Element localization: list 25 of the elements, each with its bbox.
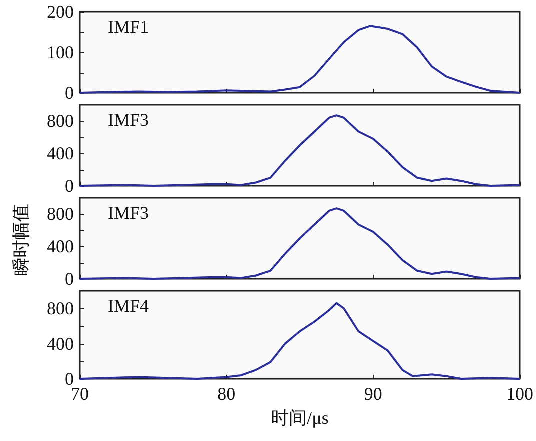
y-tick-label: 0 (65, 369, 74, 389)
y-tick-label: 0 (65, 269, 74, 289)
y-tick-label: 400 (47, 334, 74, 354)
line-series (79, 208, 521, 280)
annotation: IMF3 (108, 110, 150, 130)
line-series (79, 302, 521, 380)
annotation: IMF4 (108, 296, 150, 316)
x-tick-label: 100 (506, 384, 534, 404)
annotation: IMF3 (108, 203, 150, 223)
x-tick-label: 90 (364, 384, 382, 404)
y-tick-label: 0 (65, 176, 74, 196)
y-axis-title: 瞬时幅值 (10, 204, 32, 276)
y-tick-label: 800 (47, 204, 74, 224)
line-series (79, 114, 521, 187)
x-axis-title: 时间/μs (271, 408, 329, 428)
y-tick-label: 0 (65, 83, 74, 103)
y-tick-label: 100 (47, 42, 74, 62)
y-tick-label: 800 (47, 298, 74, 319)
y-tick-label: 400 (47, 144, 74, 164)
y-tick-label: 800 (47, 111, 74, 132)
y-tick-label: 200 (47, 2, 74, 22)
y-tick-label: 400 (47, 236, 74, 257)
x-tick-label: 80 (218, 384, 236, 404)
annotation: IMF1 (108, 17, 150, 37)
x-tick-label: 70 (71, 384, 89, 404)
